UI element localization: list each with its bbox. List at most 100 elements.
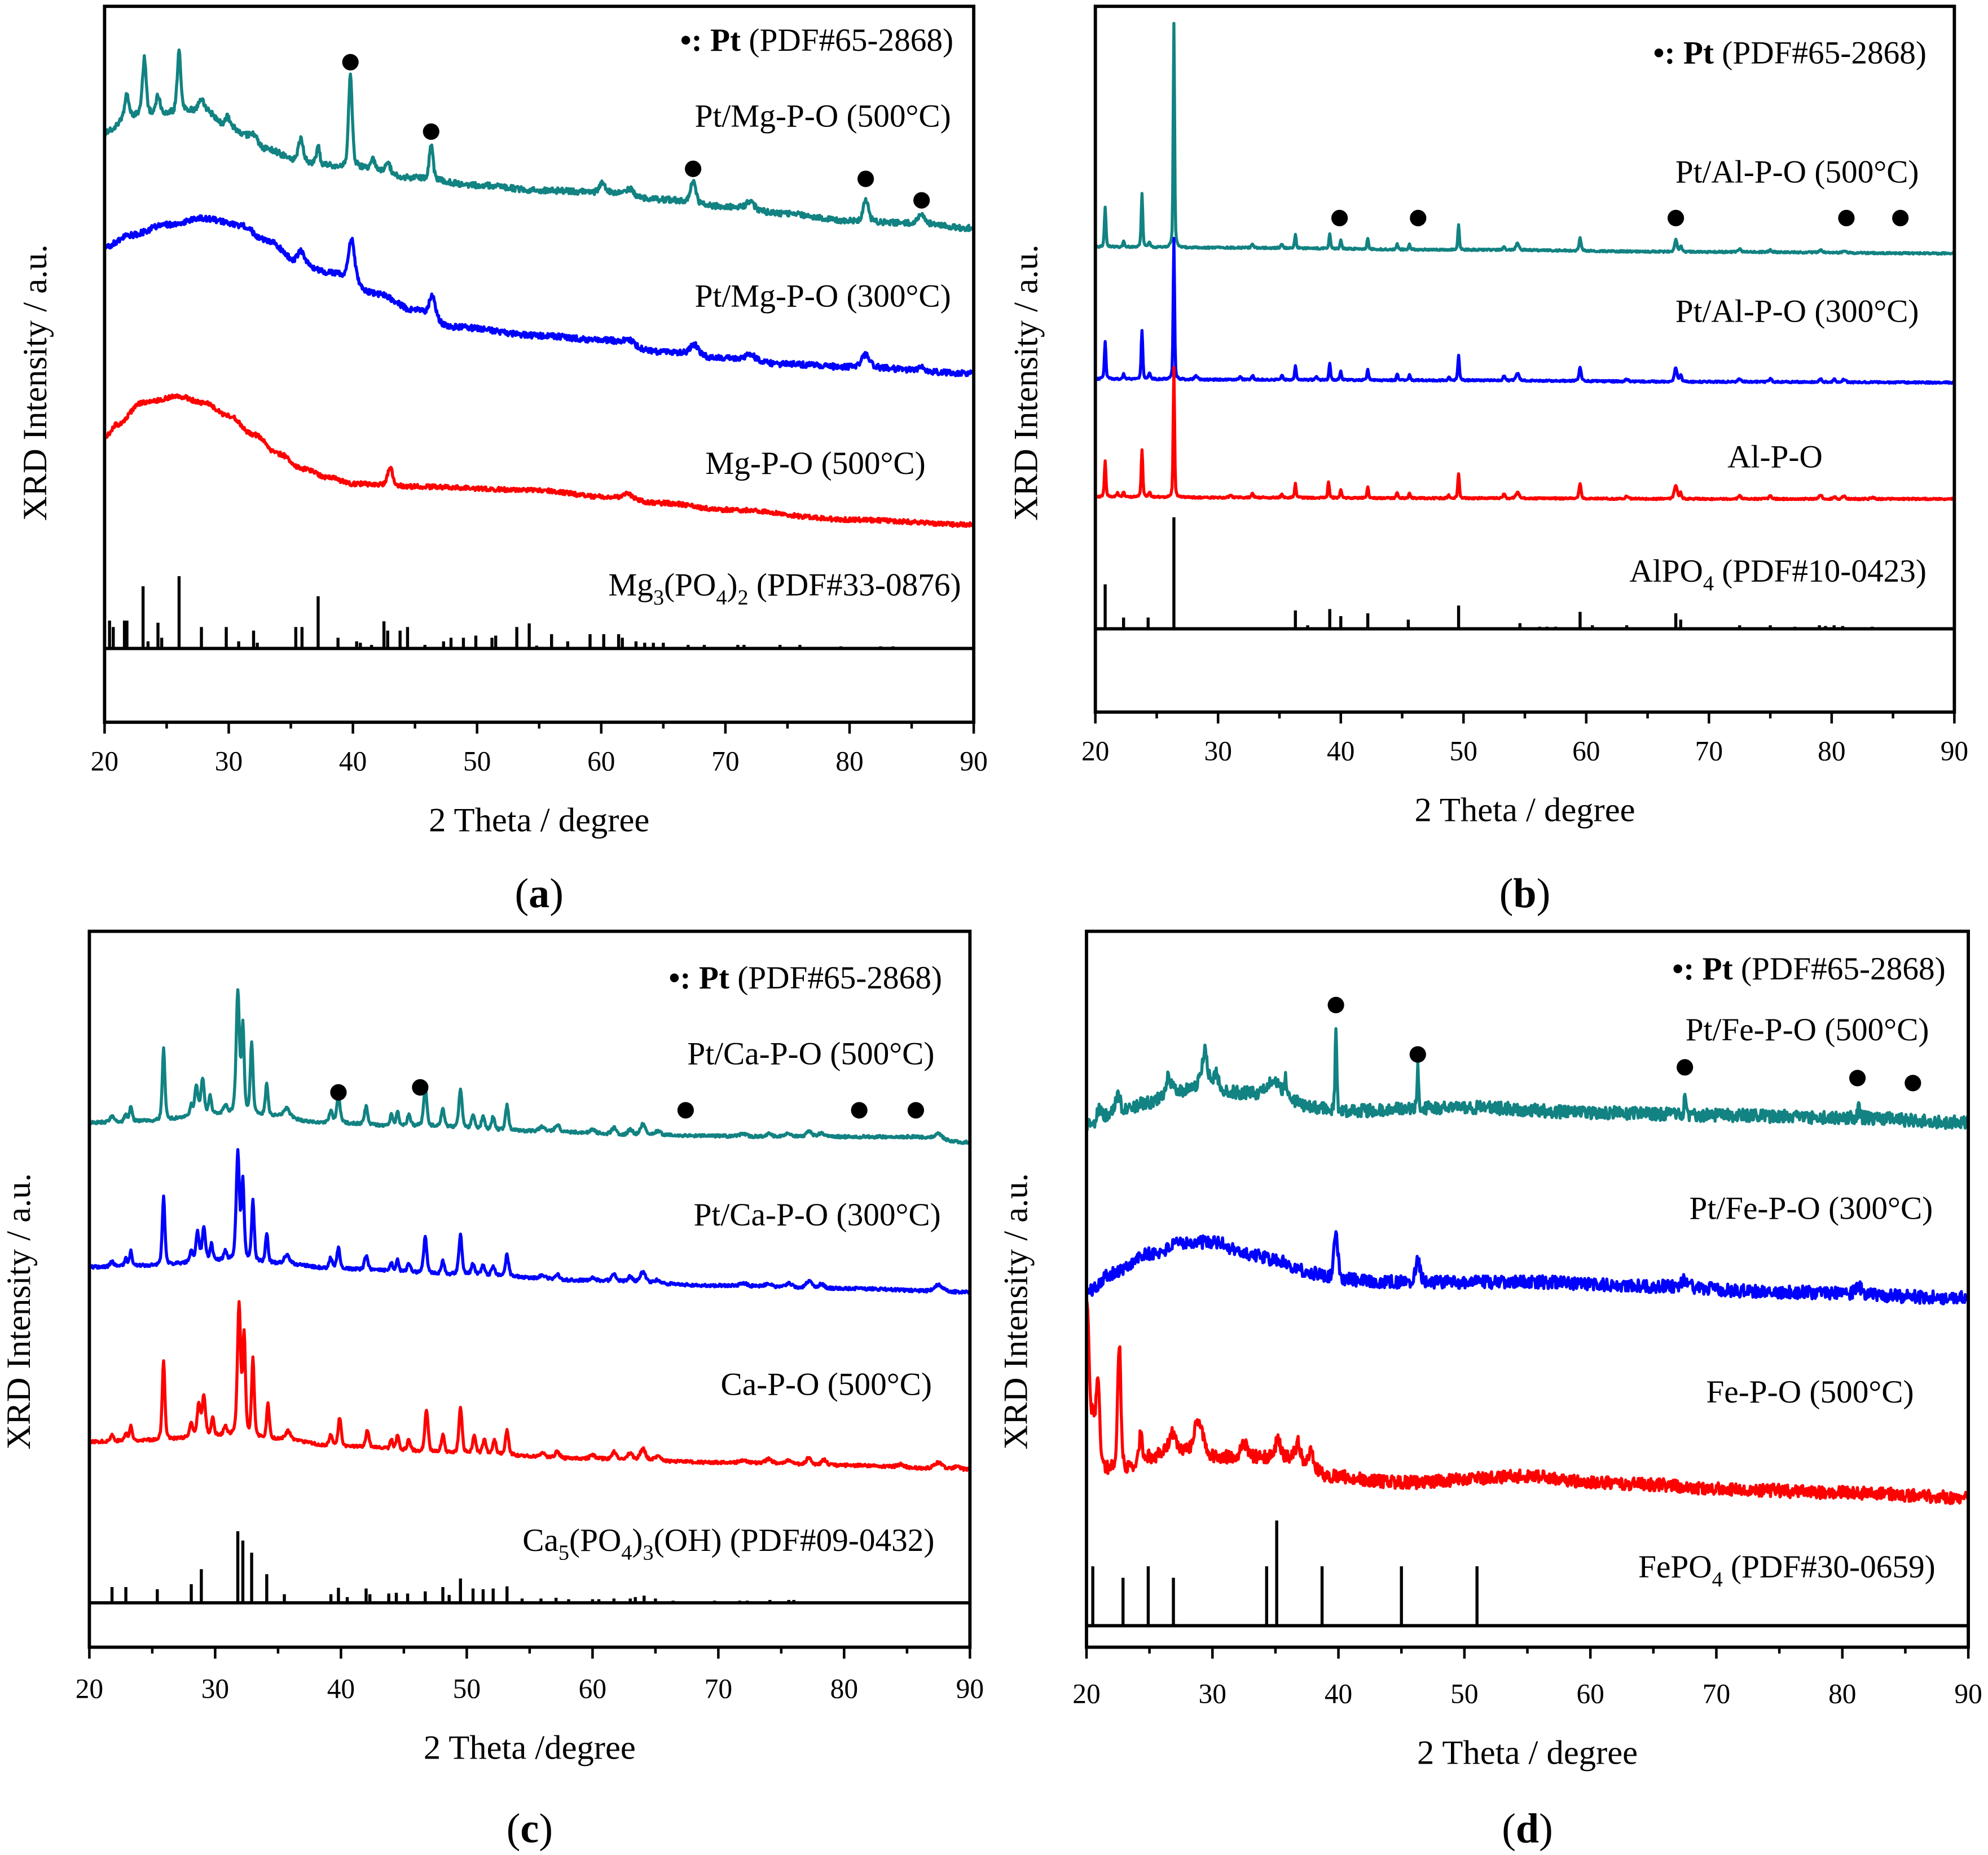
series-label: Mg-P-O (500°C)	[705, 446, 925, 481]
pt-peak-marker	[1667, 209, 1684, 227]
panel-label-paren: )	[1537, 871, 1551, 917]
series-line-2	[1094, 366, 1956, 502]
pt-peak-marker	[1892, 209, 1909, 227]
pt-peak-marker	[423, 123, 439, 140]
x-tick-label: 70	[711, 746, 739, 777]
pt-peak-marker	[412, 1079, 429, 1096]
reference-label: Ca5​(PO4​)3​(OH) (PDF#09-0432)	[522, 1523, 934, 1565]
panel-label-letter: a	[529, 871, 549, 917]
y-axis-label: XRD Intensity / a.u.	[1007, 244, 1045, 521]
x-tick-label: 40	[1325, 1678, 1352, 1709]
panel-d-fe-p-o: 20 30 40 50 60 70 80 90 2 Theta / degree XRD Inte…	[997, 929, 1982, 1852]
x-tick-label: 50	[463, 746, 491, 777]
panel-label-paren: )	[539, 1806, 553, 1852]
x-axis-label: 2 Theta / degree	[1417, 1734, 1638, 1772]
reference-label: FePO4​ (PDF#30-0659)	[1638, 1549, 1936, 1592]
x-tick-label: 30	[215, 746, 243, 777]
series-label: Al-P-O	[1727, 439, 1823, 475]
legend-phase: Pt	[1703, 951, 1741, 987]
reference-label: AlPO4​ (PDF#10-0423)	[1629, 553, 1927, 596]
pt-peak-marker	[1331, 209, 1348, 227]
reference-label-text: (PDF#30-0659)	[1723, 1549, 1936, 1585]
pt-peak-marker	[851, 1102, 868, 1119]
panel-b-al-p-o: 20 30 40 50 60 70 80 90 2 Theta / degree XRD Inte…	[1007, 5, 1968, 917]
x-tick-label: 60	[1572, 736, 1600, 767]
series-line-1	[87, 1148, 971, 1295]
x-axis-label: 2 Theta / degree	[429, 801, 649, 839]
panel-label: (d)	[1502, 1806, 1553, 1852]
series-line-1	[103, 214, 975, 377]
pt-peak-marker	[342, 54, 359, 71]
pt-peak-marker	[685, 160, 702, 177]
pt-peak-marker	[330, 1084, 347, 1101]
series-label: Pt/Fe-P-O (300°C)	[1689, 1191, 1933, 1227]
reference-label-subscript: 4	[621, 1541, 632, 1565]
x-tick-label: 90	[1941, 736, 1968, 767]
pt-peak-marker	[1327, 996, 1344, 1014]
panel-label-paren: )	[1539, 1806, 1553, 1852]
x-tick-label: 20	[1072, 1678, 1100, 1709]
legend-marker: •:	[668, 960, 698, 996]
pt-peak-marker	[1905, 1075, 1921, 1092]
reference-label-subscript: 4	[716, 586, 727, 609]
reference-label-text: Mg	[608, 568, 653, 603]
panel-c-ca-p-o: 20 30 40 50 60 70 80 90 2 Theta /degree XRD Inten…	[0, 929, 984, 1852]
y-axis-label: XRD Intensity / a.u.	[0, 1173, 38, 1450]
x-tick-label: 20	[1081, 736, 1109, 767]
series-line-1	[1094, 236, 1956, 385]
series-label: Pt/Ca-P-O (300°C)	[694, 1197, 941, 1233]
pt-peak-marker	[857, 170, 874, 187]
x-tick-label: 90	[956, 1673, 984, 1704]
series-label: Pt/Ca-P-O (500°C)	[687, 1036, 934, 1072]
panel-label: (c)	[507, 1806, 553, 1852]
reference-label-subscript: 3	[643, 1541, 653, 1565]
series-line-2	[1085, 1298, 1970, 1505]
legend-marker: •:	[1672, 951, 1702, 987]
reference-label-text: (PO	[664, 568, 716, 603]
panel-label-paren: (	[1499, 871, 1514, 917]
panel-label-paren: (	[1502, 1806, 1516, 1852]
x-tick-label: 30	[201, 1673, 229, 1704]
reference-label-subscript: 5	[558, 1541, 569, 1565]
series-line-2	[103, 393, 975, 528]
x-tick-label: 40	[1327, 736, 1354, 767]
panel-label: (b)	[1499, 871, 1551, 917]
series-label: Pt/Fe-P-O (500°C)	[1686, 1012, 1929, 1048]
series-line-0	[1094, 21, 1956, 256]
series-line-2	[88, 1300, 971, 1472]
x-tick-label: 40	[327, 1673, 355, 1704]
x-tick-label: 30	[1204, 736, 1232, 767]
x-tick-label: 80	[1818, 736, 1845, 767]
reference-label-subscript: 3	[653, 586, 664, 609]
x-tick-label: 70	[705, 1673, 732, 1704]
legend-card: (PDF#65-2868)	[1741, 951, 1946, 987]
legend-pt: •: Pt (PDF#65-2868)	[1672, 951, 1946, 987]
x-tick-label: 90	[960, 746, 987, 777]
panel-label-paren: )	[549, 871, 564, 917]
series-line-0	[103, 48, 975, 232]
panel-label-letter: b	[1513, 871, 1536, 917]
x-tick-label: 60	[1576, 1678, 1604, 1709]
reference-label-text: AlPO	[1629, 553, 1703, 589]
series-label: Pt/Al-P-O (300°C)	[1675, 293, 1919, 329]
x-tick-label: 30	[1199, 1678, 1226, 1709]
reference-label-text: Ca	[522, 1523, 558, 1558]
x-tick-label: 90	[1954, 1678, 1982, 1709]
x-axis-label: 2 Theta / degree	[1414, 791, 1635, 829]
reference-label-text: )	[632, 1523, 643, 1558]
legend-card: (PDF#65-2868)	[1722, 35, 1927, 71]
pt-peak-marker	[907, 1102, 925, 1119]
x-tick-label: 50	[1450, 736, 1477, 767]
y-axis-label: XRD Intensity / a.u.	[997, 1173, 1035, 1450]
reference-label-text: (PDF#33-0876)	[749, 568, 961, 603]
x-axis-label: 2 Theta /degree	[424, 1729, 636, 1766]
reference-label-text: (PDF#10-0423)	[1714, 553, 1927, 589]
series-label: Pt/Mg-P-O (500°C)	[695, 99, 951, 134]
series-label: Pt/Al-P-O (500°C)	[1675, 154, 1919, 190]
legend-pt: •: Pt (PDF#65-2868)	[668, 960, 942, 996]
series-label: Ca-P-O (500°C)	[721, 1367, 932, 1403]
series-line-0	[1085, 1027, 1970, 1132]
x-tick-label: 20	[91, 746, 118, 777]
reference-label: Mg3​(PO4​)2​ (PDF#33-0876)	[608, 568, 961, 610]
panel-label-letter: d	[1516, 1806, 1539, 1852]
